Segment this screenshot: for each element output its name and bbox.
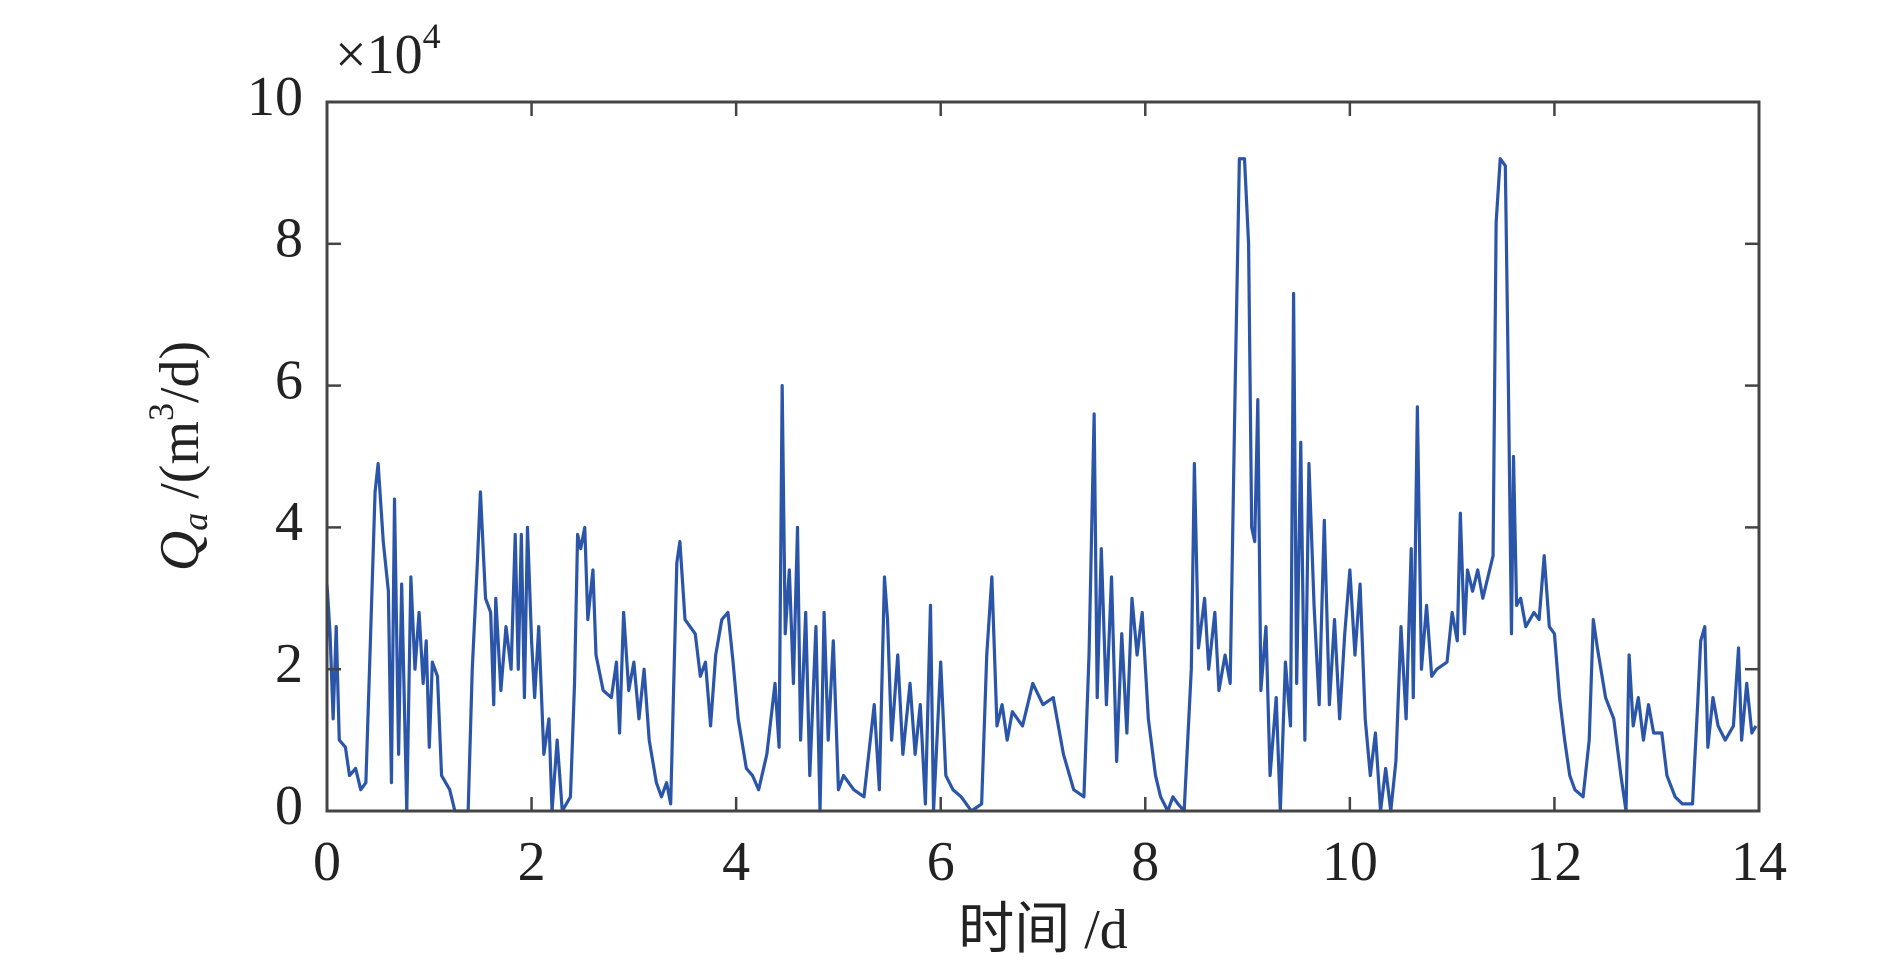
data-line: [325, 157, 1758, 813]
x-tick-label: 0: [313, 831, 341, 893]
plot-frame: [325, 100, 1761, 813]
y-tick-label: 6: [275, 349, 303, 411]
x-tick-label: 12: [1526, 831, 1582, 893]
y-axis-label: Qa /(m3/d): [141, 341, 215, 571]
y-tick-label: 8: [275, 208, 303, 270]
y-label-unit-end: /d): [149, 341, 211, 403]
y-tick-label: 10: [247, 66, 303, 128]
y-multiplier-exponent: 4: [423, 16, 441, 56]
y-tick-label: 4: [275, 491, 303, 553]
x-tick-label: 8: [1131, 831, 1159, 893]
y-label-q: Q: [149, 531, 211, 571]
x-tick-label: 10: [1322, 831, 1378, 893]
x-tick-label: 2: [518, 831, 546, 893]
y-multiplier-base: ×10: [335, 24, 423, 86]
y-tick-label: 2: [275, 633, 303, 695]
x-tick-label: 6: [927, 831, 955, 893]
y-multiplier: ×104: [335, 16, 441, 86]
y-label-sup: 3: [141, 403, 181, 421]
y-tick-label: 0: [275, 775, 303, 837]
x-tick-label: 4: [722, 831, 750, 893]
x-axis-label: 时间 /d: [958, 899, 1128, 961]
x-tick-label: 14: [1731, 831, 1787, 893]
y-label-unit: /(m: [149, 421, 211, 513]
y-label-sub: a: [175, 513, 215, 531]
